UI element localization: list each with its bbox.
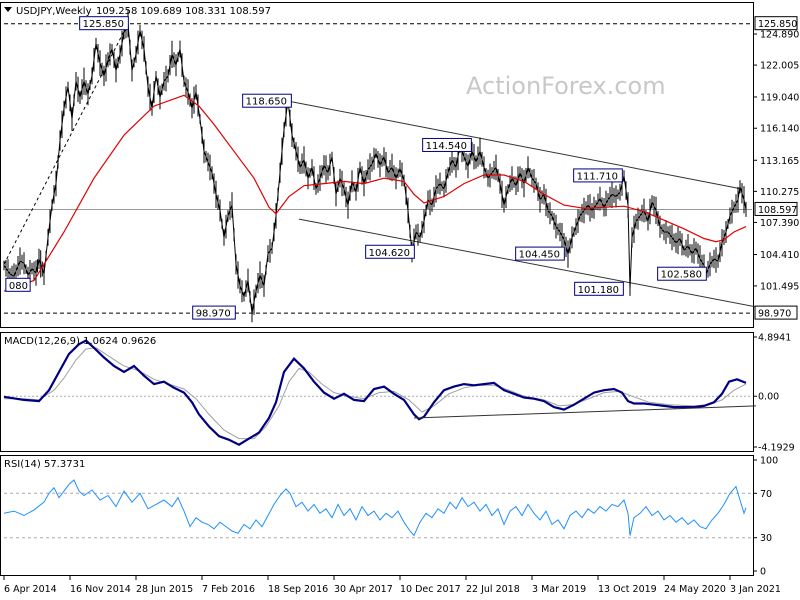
axes-layer: 124.890 122.005 119.040 116.140 113.165 110.2… xyxy=(3,16,799,595)
price-label-0: 125.850 xyxy=(79,16,129,31)
rsi-line xyxy=(3,479,747,537)
price-tick-label: 124.890 xyxy=(760,30,799,41)
price-label-box xyxy=(365,244,415,259)
price-label-text: 111.710 xyxy=(577,171,618,182)
price-label-8: 98.970 xyxy=(192,305,236,320)
series-layer xyxy=(3,10,765,537)
ohlc-readout: 109.258 109.689 108.331 108.597 xyxy=(96,6,271,17)
price-tick-label: 107.390 xyxy=(760,218,799,229)
macd-title: MACD(12,26,9) 1.0624 0.9626 xyxy=(4,336,156,347)
date-tick-label: 3 Mar 2019 xyxy=(532,584,586,595)
price-label-text: 101.180 xyxy=(578,285,619,296)
grid-layer xyxy=(4,23,752,539)
right-price-label-1: 108.597 xyxy=(754,201,798,216)
price-label-box xyxy=(192,305,236,320)
channel-lower-line xyxy=(298,218,765,309)
date-tick-label: 3 Jan 2021 xyxy=(730,584,781,595)
price-label-box xyxy=(79,16,129,31)
moving-average-line xyxy=(3,94,747,292)
price-label-text: 104.620 xyxy=(369,248,410,259)
channel-upper-line xyxy=(288,100,743,190)
price-tick-label: 104.410 xyxy=(760,250,799,261)
price-label-5: 104.450 xyxy=(515,246,565,261)
rsi-tick-label: 100 xyxy=(760,456,778,467)
price-label-9: 080 xyxy=(5,277,31,292)
price-tick-label: 119.040 xyxy=(760,93,799,104)
price-tick-label: 113.165 xyxy=(760,156,799,167)
watermark: ActionForex.com xyxy=(466,72,666,100)
price-label-text: 114.540 xyxy=(426,141,467,152)
macd-tick-label: -4.1929 xyxy=(758,443,795,454)
price-label-7: 102.580 xyxy=(657,266,707,281)
price-label-text: 125.850 xyxy=(83,19,124,30)
macd-panel-border xyxy=(0,332,754,452)
price-label-text: 98.970 xyxy=(196,309,231,320)
right-price-label-box xyxy=(754,305,798,320)
price-label-3: 111.710 xyxy=(573,168,623,183)
price-label-box xyxy=(515,246,565,261)
price-tick-label: 116.140 xyxy=(760,124,799,135)
date-tick-label: 7 Feb 2016 xyxy=(202,584,255,595)
price-tick-label: 110.275 xyxy=(760,187,799,198)
price-label-text: 080 xyxy=(9,281,28,292)
date-tick-label: 6 Apr 2014 xyxy=(4,584,57,595)
rsi-panel-border xyxy=(0,455,754,576)
date-tick-label: 28 Jun 2015 xyxy=(136,584,193,595)
price-label-text: 104.450 xyxy=(519,250,560,261)
price-label-box xyxy=(422,137,472,152)
price-tick-label: 101.495 xyxy=(760,281,799,292)
collapse-triangle-icon[interactable] xyxy=(4,7,12,12)
right-price-label-box xyxy=(754,16,798,31)
price-label-1: 118.650 xyxy=(242,93,292,108)
price-label-box xyxy=(657,266,707,281)
price-tick-label: 122.005 xyxy=(760,61,799,72)
price-label-text: 102.580 xyxy=(661,270,702,281)
price-panel-border xyxy=(0,2,754,328)
price-label-box xyxy=(242,93,292,108)
date-tick-label: 22 Jul 2018 xyxy=(466,584,520,595)
date-tick-label: 10 Dec 2017 xyxy=(400,584,461,595)
rsi-title: RSI(14) 57.3731 xyxy=(4,459,85,470)
price-label-2: 114.540 xyxy=(422,137,472,152)
macd-tick-label: 0.00 xyxy=(758,392,779,403)
price-line xyxy=(3,23,747,314)
symbol-title: USDJPY,Weekly xyxy=(16,6,92,17)
date-tick-label: 16 Nov 2014 xyxy=(70,584,131,595)
date-tick-label: 13 Oct 2019 xyxy=(598,584,657,595)
price-labels-layer: 125.850 118.650 114.540 111.710 104.620 104.4… xyxy=(5,16,707,320)
macd-line xyxy=(3,339,747,446)
price-label-box xyxy=(573,168,623,183)
date-tick-label: 24 May 2020 xyxy=(664,584,726,595)
price-label-box xyxy=(5,277,31,292)
rsi-tick-label: 30 xyxy=(760,533,772,544)
price-label-box xyxy=(574,281,624,296)
right-price-label-2: 98.970 xyxy=(754,305,798,320)
macd-trendline xyxy=(413,405,757,419)
right-price-label-box xyxy=(754,201,798,216)
date-tick-label: 18 Sep 2016 xyxy=(268,584,328,595)
rsi-tick-label: 0 xyxy=(760,567,766,578)
right-price-label-text: 108.597 xyxy=(758,205,797,216)
price-label-text: 118.650 xyxy=(246,97,287,108)
price-label-4: 104.620 xyxy=(365,244,415,259)
right-price-label-text: 98.970 xyxy=(758,309,791,320)
price-label-6: 101.180 xyxy=(574,281,624,296)
rsi-tick-label: 70 xyxy=(760,489,772,500)
macd-tick-label: 4.8941 xyxy=(758,333,791,344)
date-tick-label: 30 Apr 2017 xyxy=(334,584,393,595)
right-price-label-text: 125.850 xyxy=(758,19,797,30)
right-price-label-0: 125.850 xyxy=(754,16,798,31)
